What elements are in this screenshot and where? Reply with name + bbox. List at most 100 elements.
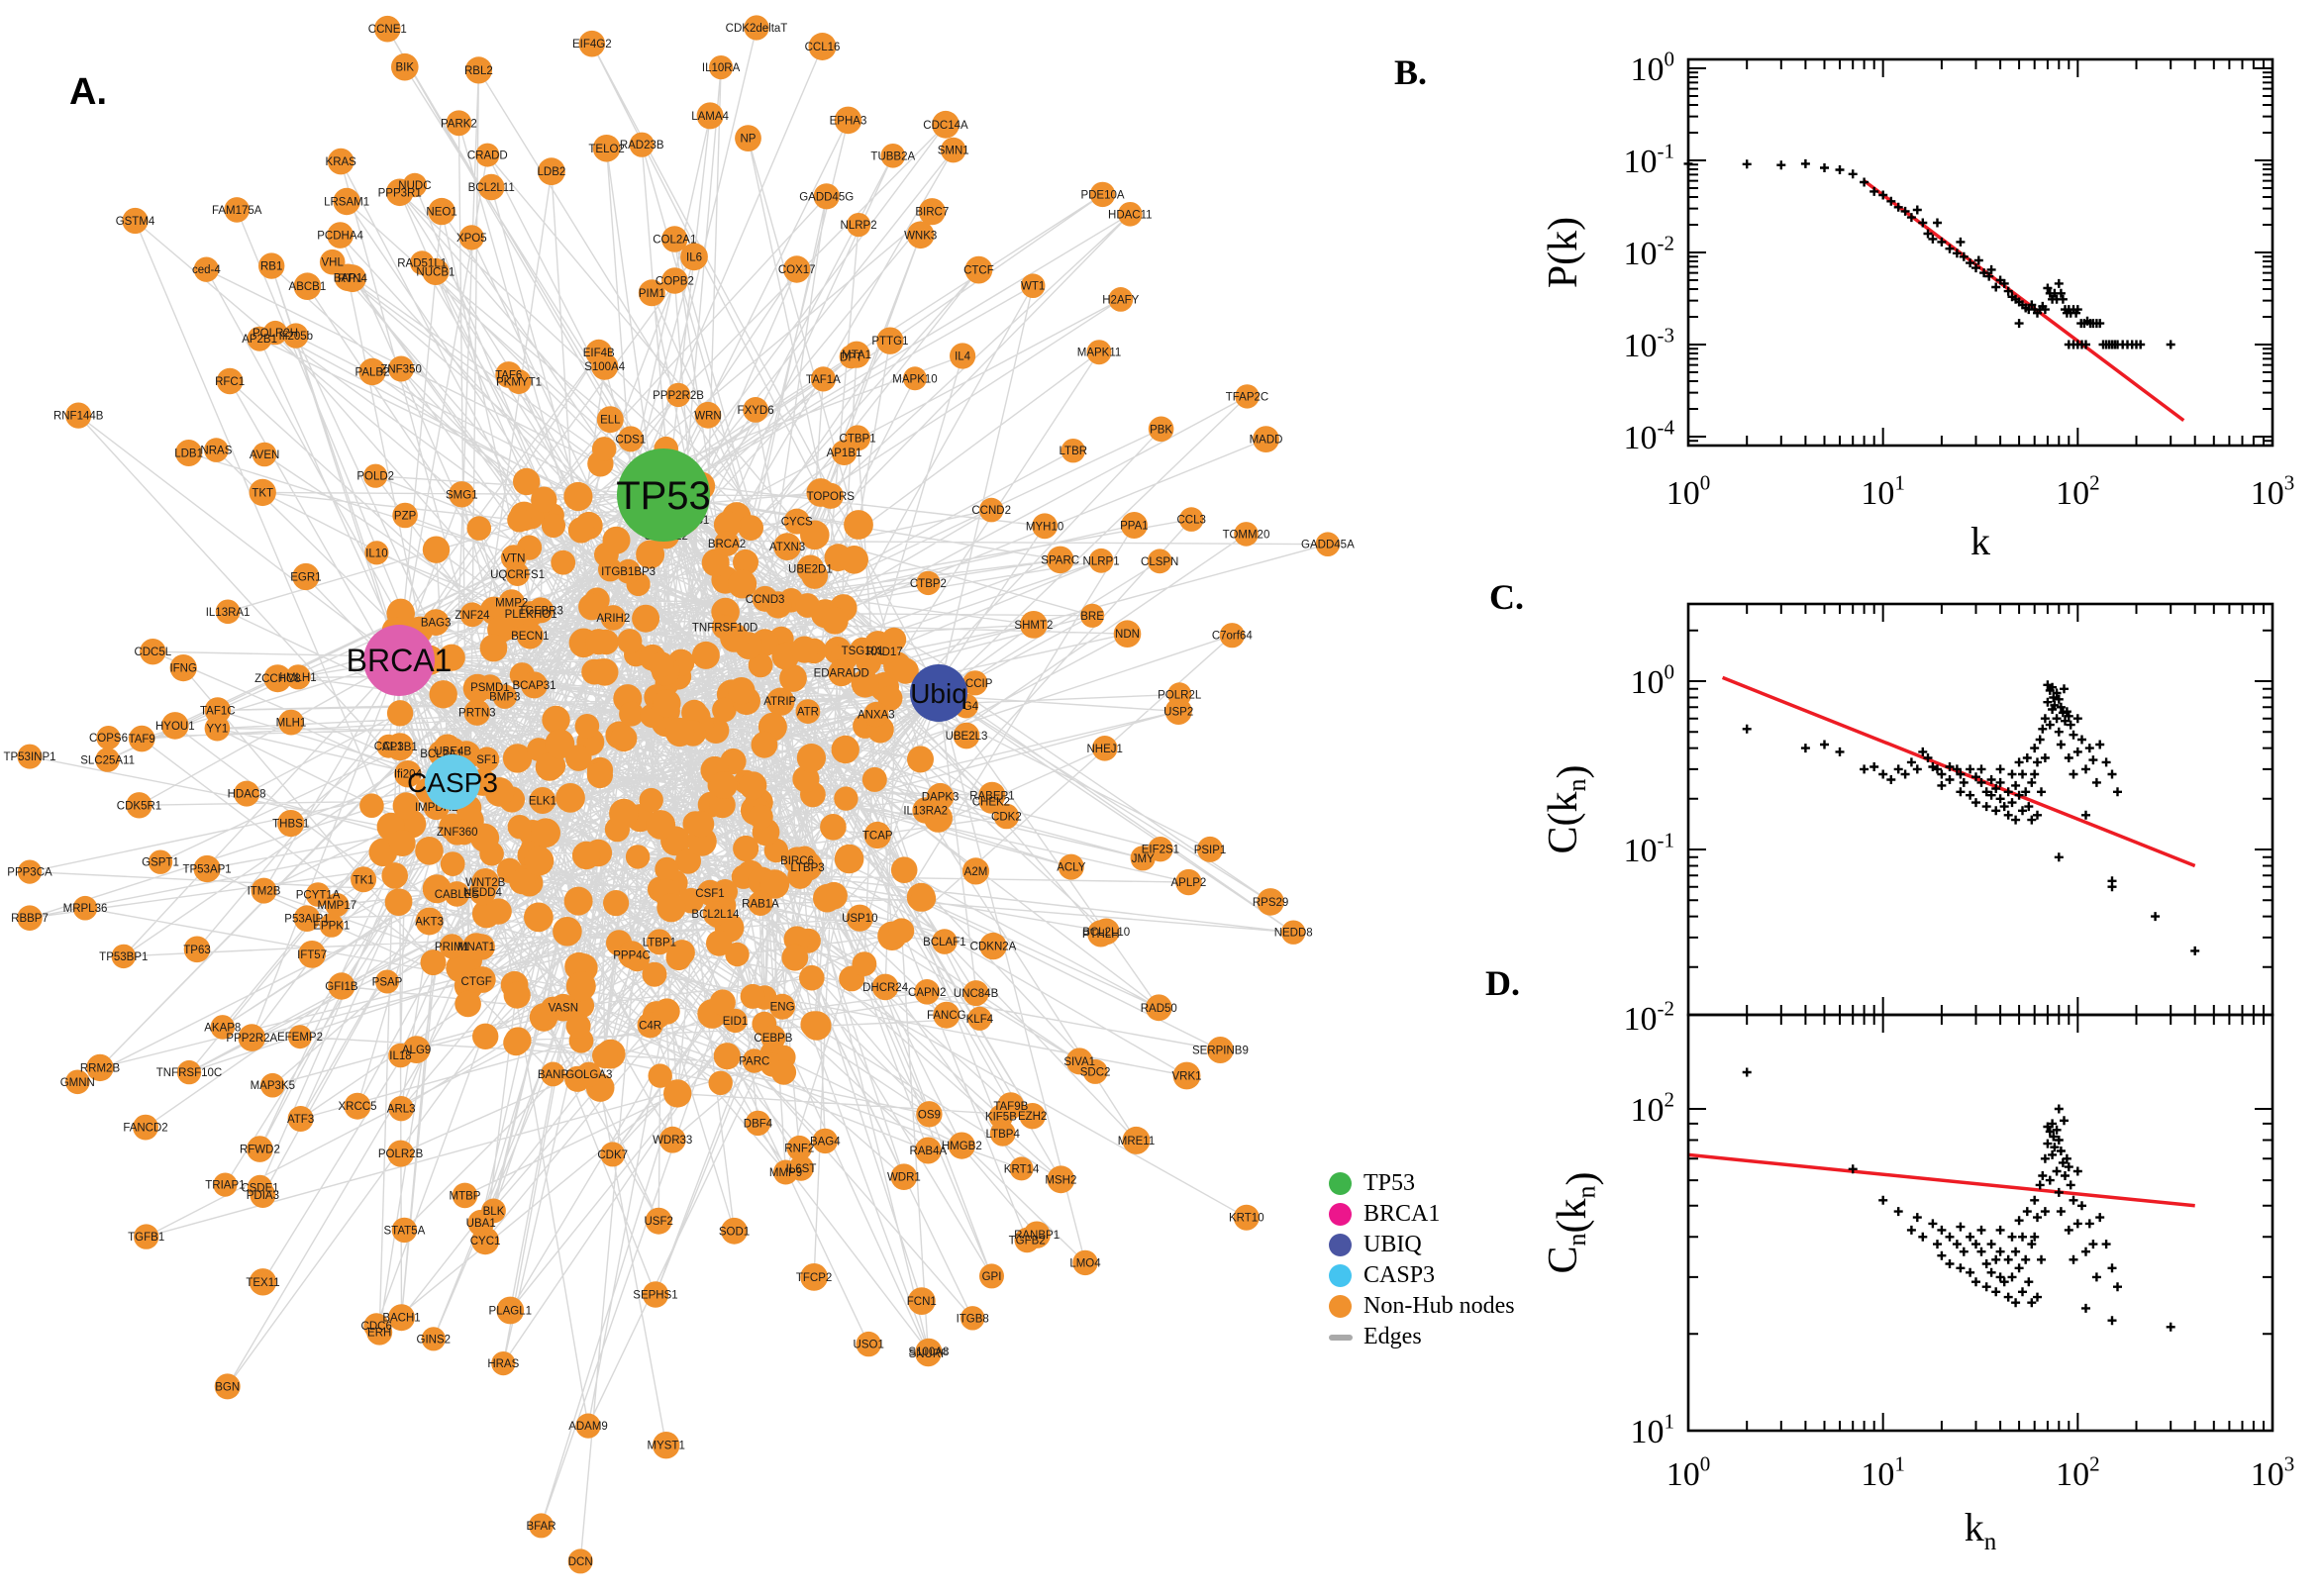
node-label: IL18 — [389, 1050, 411, 1062]
network-node — [831, 440, 858, 466]
node-label: SERPINB9 — [1192, 1046, 1249, 1057]
network-node — [148, 849, 173, 874]
axis-title: Cn(kn) — [1541, 1171, 1604, 1273]
node-label: LTBR — [1060, 446, 1088, 457]
node-label: PLAGL1 — [489, 1306, 532, 1318]
node-label: MYH10 — [1026, 521, 1063, 533]
node-label: MAP3K5 — [251, 1080, 295, 1092]
network-node — [1086, 340, 1112, 365]
node-label: BIRC7 — [915, 207, 949, 219]
legend-item-non-hub-nodes: Non-Hub nodes — [1329, 1291, 1515, 1322]
node-label: DPT — [840, 351, 862, 363]
network-node — [444, 818, 471, 846]
network-node — [578, 30, 606, 57]
network-node — [642, 961, 667, 987]
network-node — [574, 714, 600, 739]
axis-tick-label: 10-2 — [1624, 997, 1675, 1038]
network-node — [697, 879, 723, 906]
scatter-points — [1742, 1067, 2175, 1332]
network-node — [252, 442, 277, 467]
hub-node-casp3 — [425, 754, 480, 810]
node-label: COPB2 — [656, 276, 694, 288]
network-node — [863, 821, 891, 849]
node-label: HDAC11 — [1108, 209, 1153, 221]
node-label: FXYD6 — [738, 405, 774, 417]
network-node — [586, 761, 614, 789]
network-node — [565, 971, 596, 1002]
node-label: CYCS — [781, 517, 813, 529]
network-node — [834, 106, 862, 135]
node-label: TAF1C — [200, 705, 236, 717]
network-node — [932, 929, 958, 954]
network-node — [128, 725, 155, 752]
node-label: ATR — [797, 707, 819, 719]
node-label: LAMA4 — [691, 111, 729, 123]
node-label: NLRP1 — [1083, 555, 1120, 567]
node-label: ITM2B — [248, 886, 281, 898]
node-label: MMP9 — [769, 1167, 802, 1179]
node-label: TFAP2C — [1226, 391, 1268, 403]
node-label: RTN4 — [338, 273, 367, 285]
network-node — [1020, 273, 1046, 299]
node-label: RPS29 — [1253, 897, 1288, 909]
network-node — [96, 726, 121, 750]
node-label: PRTN3 — [458, 708, 496, 720]
network-node — [646, 810, 676, 840]
network-node — [1235, 384, 1260, 409]
node-label: BIK — [396, 62, 415, 74]
network-node — [402, 1036, 431, 1063]
network-node — [298, 941, 326, 968]
network-node — [728, 569, 758, 599]
node-label: APLP2 — [1170, 877, 1206, 889]
node-label: SOD1 — [719, 1226, 750, 1238]
axis-ticks — [1687, 604, 2273, 1015]
node-label: WDR33 — [653, 1135, 692, 1147]
network-node — [176, 1059, 202, 1085]
network-node — [428, 197, 455, 226]
network-node — [422, 536, 451, 563]
network-node — [440, 851, 465, 876]
node-label: IFNG — [169, 663, 197, 675]
node-label: AVEN — [250, 449, 279, 461]
legend-label: CASP3 — [1364, 1262, 1436, 1288]
node-label: NEO1 — [426, 207, 456, 219]
node-label: FANCG — [927, 1010, 966, 1022]
node-label: PKMYT1 — [496, 377, 542, 389]
node-label: THBS1 — [272, 819, 309, 831]
node-label: POLR2B — [378, 1148, 424, 1160]
axis-tick-label: 100 — [1631, 660, 1675, 701]
network-node — [491, 1351, 516, 1376]
node-label: BLK — [483, 1206, 505, 1218]
network-node — [852, 951, 877, 976]
legend-item-brca1: BRCA1 — [1329, 1199, 1515, 1230]
network-node — [828, 659, 856, 687]
network-node — [1178, 507, 1204, 532]
network-node — [1058, 853, 1084, 880]
node-label: WNK3 — [904, 230, 937, 242]
node-label: IL13RA1 — [206, 607, 251, 619]
node-label: ZCCHC8 — [254, 673, 301, 685]
hub-node-ubiq — [910, 664, 967, 722]
node-label: GINS2 — [417, 1334, 452, 1346]
network-node — [459, 602, 485, 628]
node-label: RAD17 — [866, 647, 903, 658]
network-node — [1108, 287, 1134, 312]
node-label: MAPK10 — [892, 373, 937, 385]
network-node — [1122, 1126, 1151, 1154]
network-node — [386, 700, 414, 727]
network-node — [600, 1142, 626, 1167]
node-label: PBK — [1150, 424, 1172, 436]
network-node — [821, 607, 849, 635]
network-node — [502, 744, 533, 773]
network-node — [466, 516, 492, 541]
network-node — [964, 255, 993, 284]
network-node — [541, 1061, 565, 1087]
network-node — [948, 1132, 975, 1159]
node-label: FANCD2 — [123, 1123, 167, 1135]
node-label: LDB1 — [174, 449, 203, 460]
network-node — [632, 604, 660, 633]
fit-line — [1687, 1152, 2195, 1208]
network-node — [1032, 513, 1058, 540]
network-node — [363, 1313, 390, 1340]
